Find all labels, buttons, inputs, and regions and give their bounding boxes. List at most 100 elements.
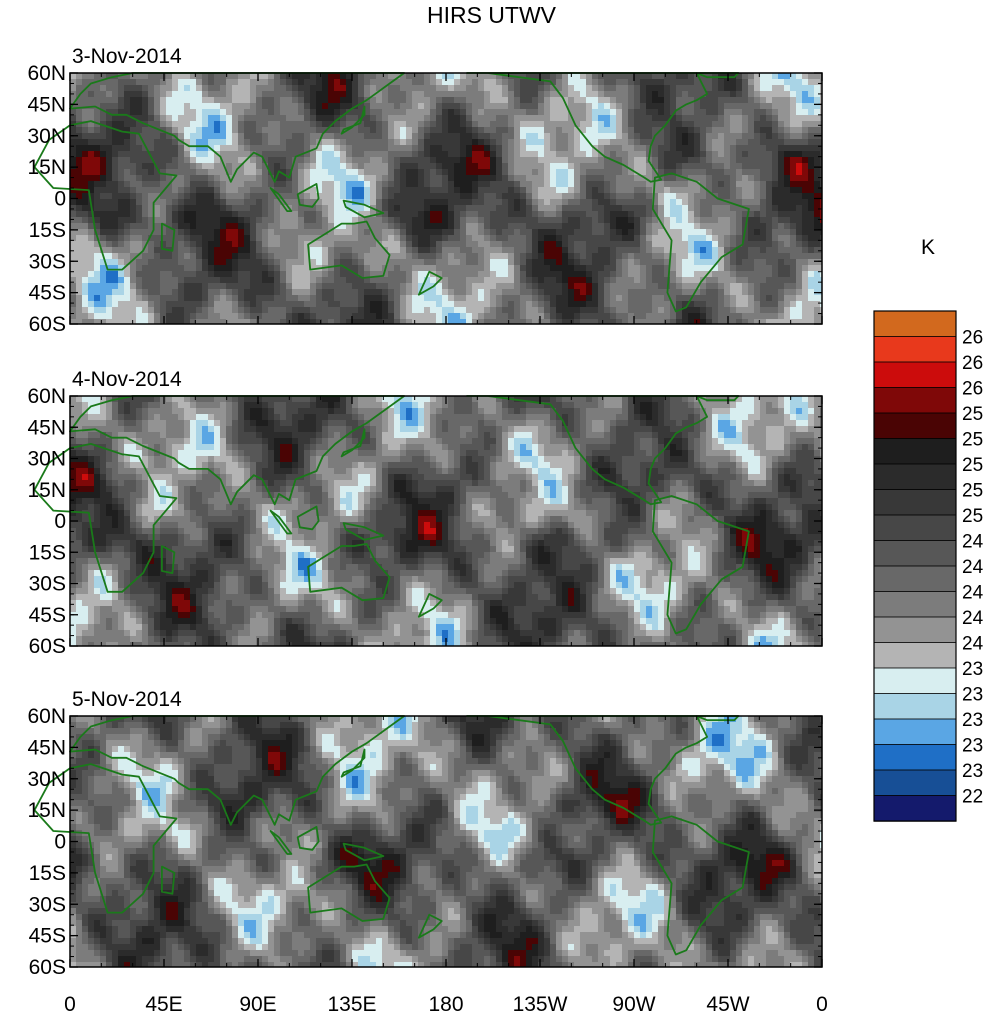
heatmap-cell [346,91,353,98]
heatmap-cell [598,121,605,128]
heatmap-cell [298,103,305,110]
heatmap-cell [484,121,491,128]
heatmap-cell [682,139,689,146]
heatmap-cell [148,133,155,140]
heatmap-cell [82,133,89,140]
heatmap-cell [586,85,593,92]
heatmap-cell [286,133,293,140]
heatmap-cell [370,115,377,122]
heatmap-cell [424,103,431,110]
heatmap-cell [712,97,719,104]
heatmap-cell [694,157,701,164]
heatmap-cell [622,121,629,128]
heatmap-cell [82,79,89,86]
heatmap-cell [784,85,791,92]
heatmap-cell [178,145,185,152]
heatmap-cell [628,127,635,134]
heatmap-cell [532,97,539,104]
heatmap-cell [352,91,359,98]
heatmap-cell [718,157,725,164]
heatmap-cell [544,73,551,80]
heatmap-cell [160,115,167,122]
heatmap-cell [574,115,581,122]
heatmap-cell [124,79,131,86]
heatmap-cell [670,79,677,86]
heatmap-cell [232,139,239,146]
heatmap-cell [214,169,221,176]
heatmap-cell [754,139,761,146]
heatmap-cell [406,151,413,158]
heatmap-cell [370,157,377,164]
heatmap-cell [802,157,809,164]
heatmap-cell [676,97,683,104]
heatmap-cell [340,73,347,80]
heatmap-cell [622,79,629,86]
heatmap-cell [574,91,581,98]
heatmap-cell [688,127,695,134]
heatmap-cell [124,139,131,146]
heatmap-cell [328,169,335,176]
heatmap-cell [88,97,95,104]
heatmap-cell [352,79,359,86]
heatmap-cell [226,109,233,116]
heatmap-cell [604,91,611,98]
heatmap-cell [580,79,587,86]
heatmap-cell [202,103,209,110]
heatmap-cell [766,145,773,152]
heatmap-cell [724,169,731,176]
heatmap-cell [808,85,815,92]
heatmap-cell [454,133,461,140]
heatmap-cell [790,91,797,98]
heatmap-cell [238,91,245,98]
heatmap-cell [184,91,191,98]
heatmap-cell [130,103,137,110]
heatmap-cell [124,163,131,170]
heatmap-cell [742,127,749,134]
heatmap-cell [166,79,173,86]
heatmap-cell [646,97,653,104]
heatmap-cell [616,79,623,86]
heatmap-cell [244,91,251,98]
heatmap-cell [562,91,569,98]
heatmap-cell [586,97,593,104]
heatmap-cell [688,151,695,158]
heatmap-cell [790,139,797,146]
heatmap-cell [292,169,299,176]
heatmap-cell [592,121,599,128]
heatmap-cell [700,133,707,140]
heatmap-cell [112,151,119,158]
heatmap-cell [568,145,575,152]
heatmap-cell [544,139,551,146]
heatmap-cell [292,121,299,128]
heatmap-cell [406,85,413,92]
heatmap-cell [196,73,203,80]
heatmap-cell [406,163,413,170]
heatmap-cell [712,115,719,122]
heatmap-cell [688,79,695,86]
heatmap-cell [712,127,719,134]
heatmap-cell [556,145,563,152]
heatmap-cell [322,163,329,170]
heatmap-cell [334,91,341,98]
heatmap-cell [442,91,449,98]
heatmap-cell [268,79,275,86]
heatmap-cell [478,163,485,170]
heatmap-cell [142,97,149,104]
heatmap-cell [148,97,155,104]
heatmap-cell [568,91,575,98]
heatmap-cell [700,145,707,152]
heatmap-cell [358,91,365,98]
heatmap-cell [418,139,425,146]
heatmap-cell [556,169,563,176]
heatmap-cell [466,145,473,152]
heatmap-cell [796,169,803,176]
heatmap-cell [748,85,755,92]
heatmap-cell [604,121,611,128]
heatmap-cell [154,151,161,158]
heatmap-cell [520,91,527,98]
heatmap-cell [316,157,323,164]
heatmap-cell [490,103,497,110]
heatmap-cell [418,145,425,152]
heatmap-cell [790,127,797,134]
heatmap-cell [142,85,149,92]
